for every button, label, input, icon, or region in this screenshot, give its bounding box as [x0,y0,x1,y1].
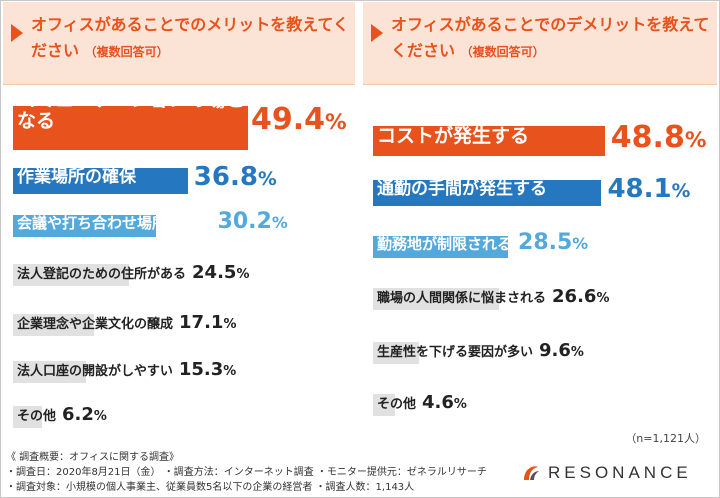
value-number: 28.5 [518,230,573,255]
bar-value-label: 49.4% [251,102,347,137]
value-unit: % [572,234,589,253]
value-unit: % [453,397,467,412]
bar [13,406,43,428]
bar-label: 会議や打ち合わせ場所となる [17,214,212,232]
value-unit: % [570,345,584,360]
merit-title-text: オフィスがあることでのメリットを教えてください [31,15,349,60]
value-number: 48.1 [607,174,672,204]
bar-label: 生産性を下げる要因が多い [377,345,534,360]
bar-label: その他 [17,409,57,424]
demerit-title-text: オフィスがあることでのデメリットを教えてください [391,15,710,60]
bar-value-label: 30.2% [218,209,288,234]
logo-text: RESONANCE [548,463,692,482]
bar-value-label: 28.5% [518,230,588,255]
footer-heading: 《 調査概要：オフィスに関する調査》 [6,452,179,463]
bar [13,168,188,194]
bar-label: 法人口座の開設がしやすい [17,364,173,379]
bar [13,215,157,237]
bar-value-label: 48.8% [611,120,707,155]
value-number: 26.6 [552,286,597,307]
value-number: 24.5 [192,262,237,283]
bar [13,361,86,383]
bar [373,126,605,156]
value-number: 49.4 [251,102,326,137]
footer-line-2: ・調査対象：小規模の個人事業主、従業員数5名以下の企業の経営者 ・調査人数：1,… [6,482,415,493]
demerit-panel-header: オフィスがあることでのデメリットを教えてください （複数回答可） [363,2,717,85]
merit-subtitle: （複数回答可） [84,45,169,59]
triangle-arrow-icon [11,24,23,42]
triangle-arrow-icon [371,24,383,42]
value-number: 15.3 [178,359,224,380]
value-number: 9.6 [539,340,571,361]
demerit-plot: コストが発生する 48.8% 通勤の手間が発生する 48.1% 勤務地が制限される 28.… [363,92,717,428]
value-number: 36.8 [193,162,258,192]
bar [13,264,130,286]
bar-label: 勤務地が制限される [377,235,513,253]
value-unit: % [596,291,610,306]
merit-plot: コミュニケーションの場となる 49.4% 作業場所の確保 36.8% 会議や打ち合わせ場… [3,89,355,428]
bar-value-label: 15.3% [179,359,236,380]
bar-label: コストが発生する [377,125,530,147]
resonance-logo: RESONANCE [520,462,692,484]
value-unit: % [93,409,107,424]
bar-value-label: 26.6% [552,286,609,307]
value-number: 30.2 [217,209,272,234]
bar-label: 作業場所の確保 [17,167,136,187]
bar [373,288,500,310]
merit-title: オフィスがあることでのメリットを教えてください （複数回答可） [31,12,349,65]
survey-footer: 《 調査概要：オフィスに関する調査》 ・調査日：2020年8月21日（金） ・調… [6,450,487,495]
bar [373,180,602,206]
value-unit: % [671,181,691,202]
value-unit: % [223,364,237,379]
value-number: 4.6 [422,392,454,413]
bar [13,106,248,150]
value-unit: % [684,128,707,153]
footer-line-1: ・調査日：2020年8月21日（金） ・調査方法：インターネット調査 ・モニター… [6,467,487,478]
bar-value-label: 48.1% [607,174,690,204]
bar-value-label: 4.6% [422,392,467,413]
resonance-logo-icon [524,466,539,480]
value-unit: % [325,110,347,135]
value-number: 6.2 [62,404,94,425]
value-unit: % [257,169,277,190]
value-number: 17.1 [179,312,224,333]
bar [373,236,509,258]
value-unit: % [271,213,288,232]
value-unit: % [236,267,250,282]
bar-value-label: 36.8% [194,162,277,192]
bar-label: 企業理念や企業文化の醸成 [17,317,174,332]
bar-value-label: 9.6% [539,340,584,361]
bar-value-label: 24.5% [192,262,249,283]
bar-value-label: 17.1% [179,312,236,333]
bar-label: コミュニケーションの場となる [17,89,245,133]
value-unit: % [223,317,237,332]
bar [13,314,95,336]
bar [373,394,395,416]
demerit-title: オフィスがあることでのデメリットを教えてください （複数回答可） [391,12,711,65]
demerit-panel: オフィスがあることでのデメリットを教えてください （複数回答可） コストが発生す… [363,2,717,428]
merit-panel: オフィスがあることでのメリットを教えてください （複数回答可） コミュニケーショ… [3,2,355,428]
merit-panel-header: オフィスがあることでのメリットを教えてください （複数回答可） [3,2,355,85]
bar-label: 職場の人間関係に悩まされる [377,291,547,306]
bar-label: 通勤の手間が発生する [377,179,547,199]
bar-value-label: 6.2% [62,404,107,425]
sample-size-note: （n=1,121人） [625,432,706,445]
bar-label: 法人登記のための住所がある [17,267,187,282]
value-number: 48.8 [610,120,685,155]
demerit-subtitle: （複数回答可） [460,45,545,59]
bar-label: その他 [377,397,417,412]
bar [373,342,419,364]
